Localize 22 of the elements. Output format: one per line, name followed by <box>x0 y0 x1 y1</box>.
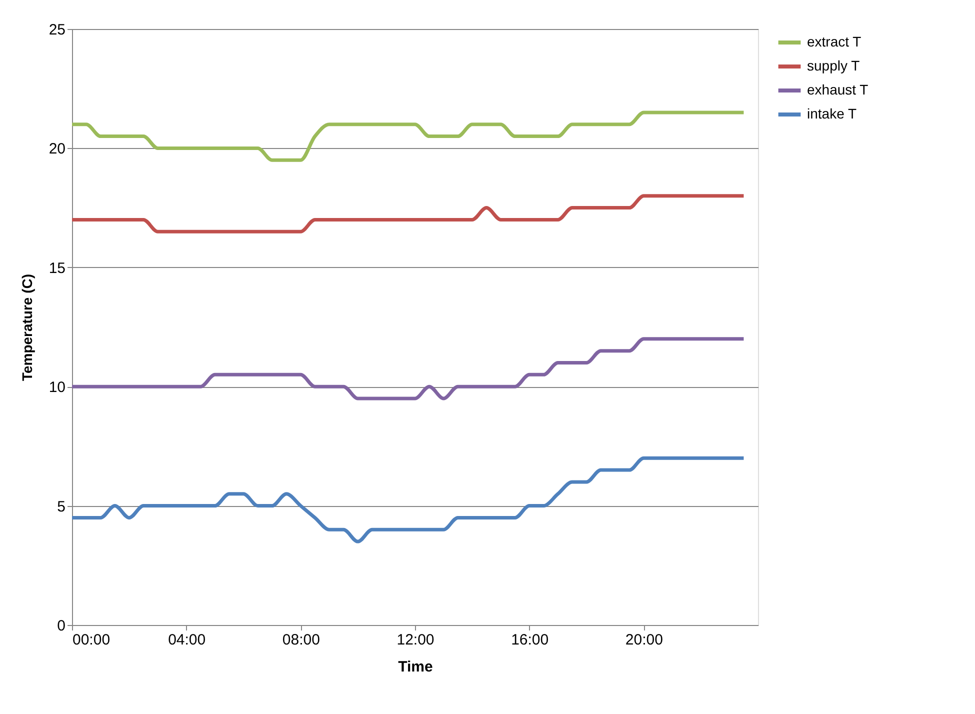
x-tick-label: 00:00 <box>72 632 110 648</box>
x-tick-label: 08:00 <box>282 632 320 648</box>
y-tick-label: 0 <box>57 618 66 634</box>
y-tick-label: 10 <box>48 379 66 396</box>
legend-label: supply T <box>807 58 860 74</box>
x-tick-label: 04:00 <box>168 632 206 648</box>
line-series <box>70 337 746 400</box>
x-tick-label: 20:00 <box>625 632 663 648</box>
y-tick-label: 5 <box>57 498 66 516</box>
line-series <box>70 456 746 544</box>
line-series <box>70 194 746 234</box>
line-series <box>70 110 746 162</box>
y-tick-label: 20 <box>48 140 66 158</box>
x-tick-label: 12:00 <box>396 632 434 648</box>
y-tick-label: 25 <box>48 22 66 38</box>
x-axis-title: Time <box>398 658 433 676</box>
x-tick-label: 16:00 <box>511 632 549 648</box>
y-axis-title: Temperature (C) <box>18 274 35 382</box>
y-tick-label: 15 <box>48 260 66 277</box>
legend-label: extract T <box>807 34 862 50</box>
legend-label: intake T <box>807 106 857 122</box>
legend-label: exhaust T <box>807 82 869 98</box>
